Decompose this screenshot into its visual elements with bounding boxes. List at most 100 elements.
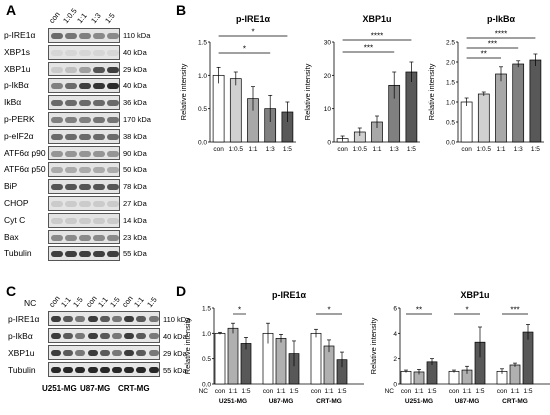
y-tick-label: 10 [324,106,332,113]
blot-band [112,350,122,356]
bar [212,74,225,143]
blot-band [63,350,74,356]
blot-band [93,100,105,107]
blot-strip [48,362,160,377]
x-tick-label: 1:5 [531,146,540,153]
x-tick-label: 1:3 [514,146,523,153]
blot-band [107,49,119,56]
y-tick-label: 6 [393,306,397,313]
blot-row-label: p-IRE1α [4,30,36,40]
blot-band [65,234,77,241]
blot-band [124,316,135,322]
significance-stars: ** [416,306,422,315]
blot-strip [48,246,120,262]
significance-stars: *** [510,306,519,315]
x-tick-label: 1:1 [414,388,423,395]
blot-band [51,33,63,39]
blot-band [65,184,77,191]
blot-band [51,133,63,140]
blot-strip [48,128,120,144]
blot-band [107,184,119,191]
blot-band [87,316,98,322]
blot-band [79,167,91,174]
x-tick-label: 1:3 [266,146,275,153]
kda-marker: 110 kDa [163,315,191,324]
blot-band [93,184,105,191]
blot-band [107,167,119,174]
blot-band [51,316,61,322]
blot-band [65,66,77,73]
x-tick-label: con [213,146,224,153]
bar [509,364,521,385]
kda-marker: 36 kDa [123,98,147,108]
x-tick-label: con [401,388,412,395]
x-tick-label: 1:5 [289,388,298,395]
y-tick-label: 2.5 [446,40,455,47]
blot-strip [48,196,120,211]
blot-band [63,333,74,339]
blot-band [112,316,122,322]
blot-strip [48,112,120,127]
significance-stars: * [251,28,254,37]
panel-letter-d: D [176,283,187,299]
kda-marker: 110 kDa [123,31,151,40]
blot-strip [48,61,120,77]
blot-band [107,100,119,107]
x-tick-label: con [449,388,460,395]
significance-stars: *** [488,40,497,49]
blot-band [93,150,105,157]
blot-row-label: IkBα [4,97,22,108]
blot-band [93,33,105,39]
x-tick-label: 1:1 [510,388,519,395]
y-axis-label: Relative intensity [183,317,192,374]
y-tick-label: 0.5 [446,120,455,127]
y-tick-label: 0 [393,382,397,389]
blot-row-label: Tubulin [8,365,36,375]
blot-band [136,350,147,356]
blot-band [65,49,77,56]
blot-band [63,316,74,322]
chart-title: p-IRE1α [272,290,307,300]
blot-band [107,217,119,224]
blot-band [79,49,91,56]
significance-stars: ** [481,50,487,59]
blot-band [107,201,119,207]
blot-band [79,150,91,157]
group-label: U87-MG [455,398,480,405]
blot-band [136,333,147,339]
blot-band [51,367,61,373]
kda-marker: 27 kDa [123,199,147,208]
blot-band [93,217,105,224]
x-tick-label: 1:5 [283,146,292,153]
blot-band [65,251,77,258]
blot-band [124,367,135,373]
blot-strip [48,95,120,110]
blot-strip [48,78,120,94]
blot-band [107,117,119,123]
group-label: U251-MG [405,398,433,405]
blot-strip [48,162,120,178]
blot-band [79,217,91,224]
blot-band [51,150,63,157]
x-tick-label: 1:5 [407,146,416,153]
blot-band [93,83,105,90]
y-tick-label: 0.0 [198,140,207,147]
bar [229,78,242,143]
x-tick-label: 1:0.5 [477,146,492,153]
y-tick-label: 1.0 [198,73,207,80]
blot-strip [48,229,120,245]
blot-strip [48,44,120,60]
blot-band [93,167,105,174]
blot-row-label: p-IkBα [8,331,33,341]
blot-band [79,133,91,140]
blot-band [148,367,159,373]
chart-title: p-IkBα [487,14,516,24]
x-tick-label: 1:1 [228,388,237,395]
blot-band [79,117,91,123]
bar [477,93,490,143]
blot-band [51,167,63,174]
chart-title: XBP1u [362,14,391,24]
x-tick-label: con [263,388,274,395]
blot-band [51,350,61,356]
blot-band [87,367,98,373]
